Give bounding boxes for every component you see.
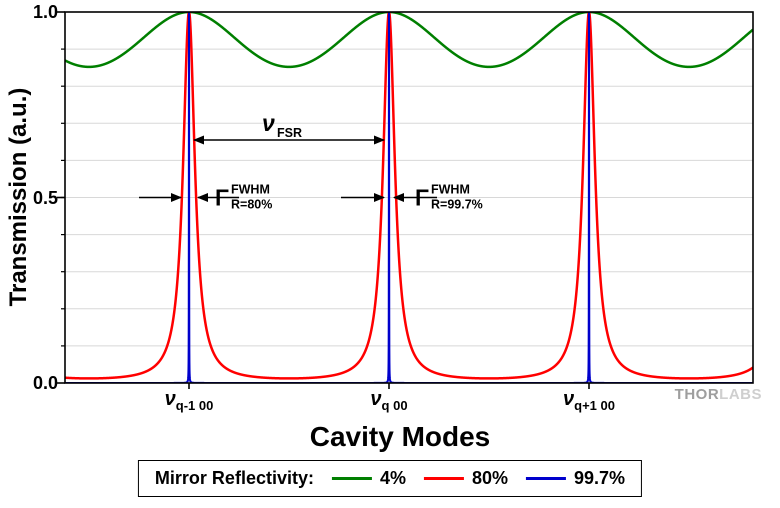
fwhm-80-sub: R=80%	[231, 198, 272, 212]
green-line-icon	[331, 477, 372, 480]
thorlabs-watermark: THORLABS	[675, 386, 762, 403]
y-tick-0.5: 0.5	[33, 188, 58, 208]
x-tick-q: νq 00	[370, 388, 407, 413]
fsr-label-sub: FSR	[277, 126, 302, 140]
fwhm-99.7-sub: R=99.7%	[431, 198, 483, 212]
transmission-plot: 1.0 0.5 0.0 Transmission (a.u.) Cavity M…	[5, 2, 762, 452]
fwhm-80-sup: FWHM	[231, 183, 270, 197]
y-tick-1.0: 1.0	[33, 2, 58, 22]
fwhm-99.7-gamma: Γ	[415, 185, 429, 211]
blue-line-icon	[526, 477, 567, 480]
legend-label-99.7pct: 99.7%	[574, 468, 626, 488]
y-tick-0.0: 0.0	[33, 373, 58, 393]
red-line-icon	[423, 477, 464, 480]
fwhm-80-gamma: Γ	[215, 185, 229, 211]
legend-item-99.7pct: 99.7%	[526, 468, 625, 489]
plot-frame	[64, 11, 754, 384]
fsr-label-nu: ν	[262, 110, 275, 136]
legend-label-80pct: 80%	[471, 468, 509, 488]
legend-label-4pct: 4%	[379, 468, 406, 488]
fwhm-99.7-sup: FWHM	[431, 183, 470, 197]
legend-item-4pct: 4%	[331, 468, 406, 489]
axis-ticks	[57, 11, 590, 389]
x-tick-q-1: νq-1 00	[165, 388, 214, 413]
x-tick-q+1: νq+1 00	[563, 388, 615, 413]
x-axis-title: Cavity Modes	[310, 421, 491, 452]
legend: Mirror Reflectivity: 4% 80% 99.7%	[137, 460, 643, 497]
y-axis-title: Transmission (a.u.)	[5, 88, 32, 307]
legend-item-80pct: 80%	[423, 468, 509, 489]
legend-title: Mirror Reflectivity:	[154, 468, 314, 488]
